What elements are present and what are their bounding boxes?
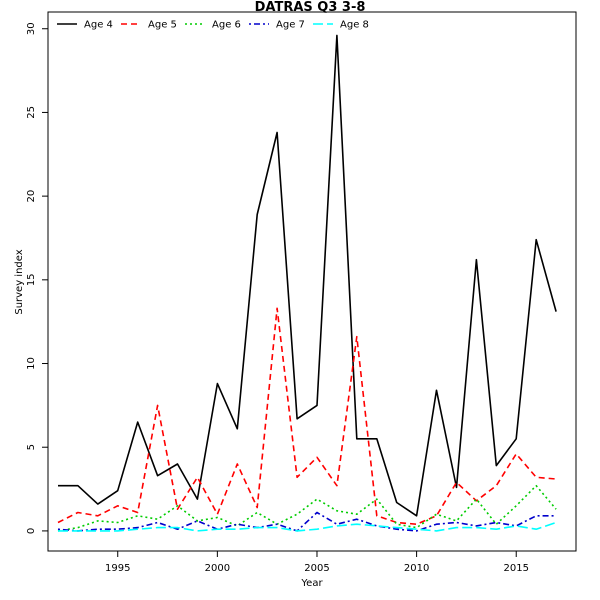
y-tick-label: 15 [26, 273, 37, 286]
x-tick-label: 2005 [304, 563, 329, 574]
y-tick-label: 0 [26, 528, 37, 534]
y-tick-label: 30 [26, 22, 37, 35]
y-tick-label: 5 [26, 444, 37, 450]
chart-title: DATRAS Q3 3-8 [255, 0, 366, 15]
x-tick-label: 2000 [205, 563, 230, 574]
y-tick-label: 20 [26, 190, 37, 203]
x-tick-label: 1995 [105, 563, 130, 574]
series-line-age-6 [57, 484, 557, 532]
series-line-age-5 [57, 307, 557, 526]
series-line-age-8 [58, 521, 557, 532]
legend: Age 4 Age 5 Age 6 Age 7 Age 8 [57, 20, 369, 31]
series-line-age-4 [58, 34, 557, 517]
y-tick-label: 25 [26, 106, 37, 119]
plot-frame [47, 11, 577, 552]
x-axis: 1995 2000 2005 2010 2015 [105, 551, 529, 574]
y-axis-title: Survey index [14, 249, 25, 314]
series-layer [57, 34, 557, 532]
legend-label: Age 7 [276, 20, 305, 31]
legend-label: Age 6 [212, 20, 241, 31]
series-line-age-7 [57, 511, 557, 532]
x-axis-title: Year [300, 578, 323, 589]
y-axis: 0 5 10 15 20 25 30 [26, 22, 48, 534]
x-tick-label: 2015 [503, 563, 528, 574]
legend-label: Age 4 [84, 20, 113, 31]
x-tick-label: 2010 [404, 563, 429, 574]
y-tick-label: 10 [26, 357, 37, 370]
legend-label: Age 5 [148, 20, 177, 31]
legend-label: Age 8 [340, 20, 369, 31]
